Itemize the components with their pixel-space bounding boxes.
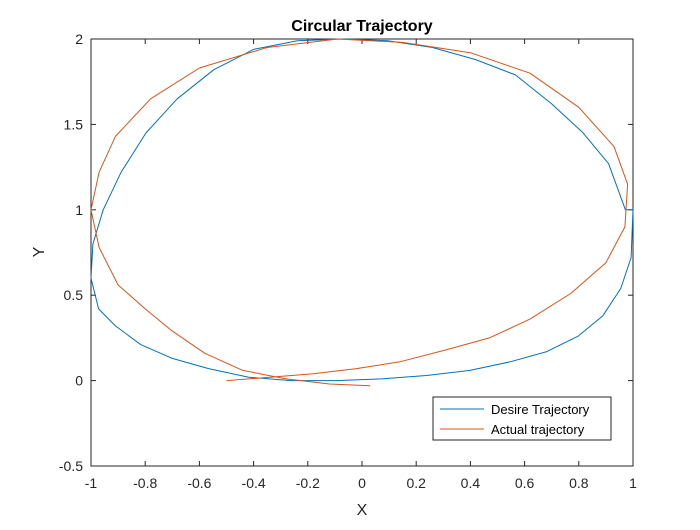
x-axis-label: X <box>357 502 368 519</box>
series-layer <box>90 38 634 387</box>
series-line-desire-trajectory <box>90 38 634 382</box>
x-tick-label: 0.8 <box>569 475 589 491</box>
axis-ticks <box>90 38 634 467</box>
y-tick-label: 1.5 <box>64 116 84 132</box>
legend-label-desire: Desire Trajectory <box>491 402 590 417</box>
x-tick-label: 0.6 <box>515 475 535 491</box>
x-tick-label: -0.4 <box>242 475 266 491</box>
x-tick-label: -1 <box>85 475 98 491</box>
x-tick-label: 0.2 <box>406 475 426 491</box>
x-tick-label: 0 <box>358 475 366 491</box>
series-line-actual-trajectory <box>90 38 629 387</box>
legend: Desire Trajectory Actual trajectory <box>432 396 612 441</box>
y-tick-label: 0.5 <box>64 287 84 303</box>
y-tick-label: -0.5 <box>59 458 83 474</box>
chart-title: Circular Trajectory <box>291 18 433 35</box>
x-tick-label: -0.6 <box>187 475 211 491</box>
y-tick-label: 0 <box>75 373 83 389</box>
y-axis-label: Y <box>31 246 48 257</box>
tick-labels: -1 -0.8 -0.6 -0.4 -0.2 0 0.2 0.4 0.6 0.8 1 -0.5 0 0.5… <box>59 31 637 491</box>
plot-area <box>90 38 634 467</box>
legend-label-actual: Actual trajectory <box>491 422 585 437</box>
x-tick-label: 0.4 <box>461 475 481 491</box>
x-tick-label: -0.2 <box>296 475 320 491</box>
legend-box <box>432 396 612 441</box>
y-tick-label: 2 <box>75 31 83 47</box>
x-tick-label: -0.8 <box>133 475 157 491</box>
x-tick-label: 1 <box>629 475 637 491</box>
y-tick-label: 1 <box>75 202 83 218</box>
